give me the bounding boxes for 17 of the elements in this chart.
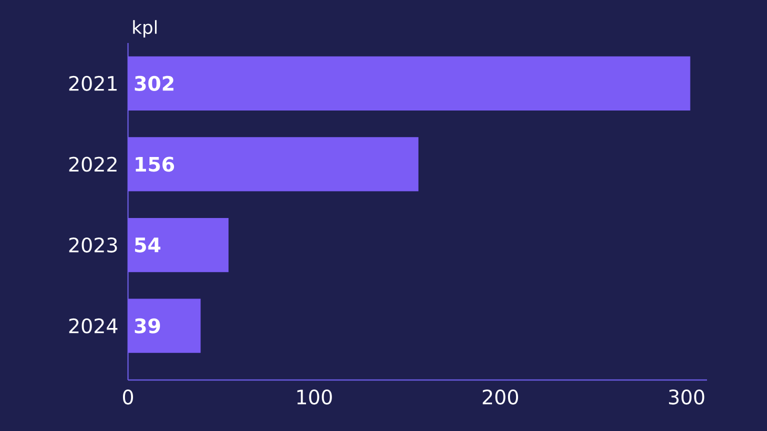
x-tick-label: 100 (297, 390, 332, 405)
x-tick-label: 200 (482, 390, 518, 405)
bar (128, 298, 201, 353)
y-tick-label: 2022 (69, 156, 117, 172)
bar (128, 218, 229, 272)
x-tick-label: 300 (669, 390, 704, 405)
data-label: 39 (134, 318, 160, 334)
bar (128, 56, 690, 110)
data-label: 54 (135, 238, 160, 252)
y-tick-label: 2024 (69, 318, 118, 334)
y-tick-label: 2023 (69, 238, 117, 253)
y-axis-title: kpl (133, 20, 157, 38)
bar (128, 137, 418, 192)
x-tick-label: 0 (122, 390, 134, 405)
data-label: 156 (136, 156, 174, 172)
y-tick-label: 2021 (69, 76, 117, 91)
data-label: 302 (134, 76, 174, 91)
